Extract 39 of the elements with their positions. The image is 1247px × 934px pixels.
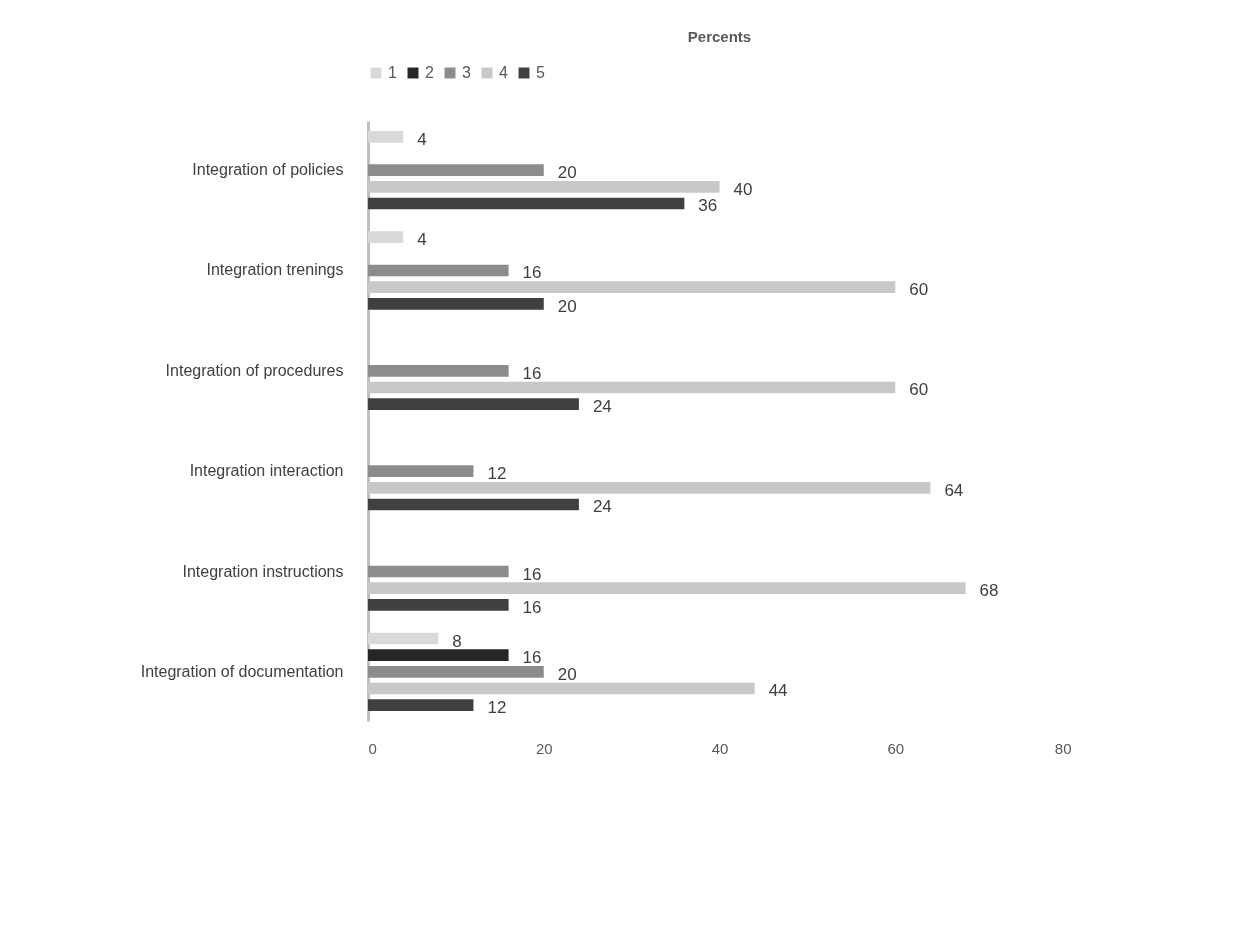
legend-label: 5 (536, 64, 545, 81)
legend-label: 3 (462, 64, 471, 81)
x-tick-label: 0 (368, 739, 377, 757)
y-tick-label: Integration interaction (189, 462, 344, 480)
legend-label: 4 (499, 64, 508, 81)
data-label: 64 (944, 480, 964, 500)
data-label: 36 (698, 196, 718, 216)
data-label: 8 (452, 631, 462, 651)
data-label: 20 (557, 163, 577, 183)
data-label: 68 (979, 581, 999, 601)
data-label: 20 (557, 296, 577, 316)
y-tick-label: Integration of policies (192, 161, 344, 179)
data-label: 24 (592, 397, 612, 417)
y-tick-label: Integration trenings (206, 261, 344, 279)
data-label: 16 (522, 564, 542, 584)
data-label: 44 (768, 681, 788, 701)
chart-title: Percents (687, 28, 752, 45)
legend-label: 1 (388, 64, 397, 81)
data-label: 60 (909, 280, 929, 300)
x-tick-label: 20 (535, 739, 553, 757)
y-tick-label: Integration of documentation (140, 662, 344, 680)
data-label: 24 (592, 497, 612, 517)
data-label: 60 (909, 380, 929, 400)
data-label: 16 (522, 648, 542, 668)
y-tick-label: Integration of procedures (165, 361, 344, 379)
data-label: 4 (417, 129, 427, 149)
legend-label: 2 (425, 64, 434, 81)
data-label: 4 (417, 230, 427, 250)
y-tick-label: Integration instructions (182, 562, 344, 580)
data-label: 16 (522, 597, 542, 617)
x-tick-label: 60 (887, 739, 905, 757)
data-label: 12 (487, 464, 507, 484)
data-label: 16 (522, 263, 542, 283)
data-label: 40 (733, 179, 753, 199)
data-label: 16 (522, 363, 542, 383)
x-tick-label: 40 (711, 739, 729, 757)
x-tick-label: 80 (1054, 739, 1072, 757)
data-label: 20 (557, 664, 577, 684)
data-label: 12 (487, 698, 507, 718)
